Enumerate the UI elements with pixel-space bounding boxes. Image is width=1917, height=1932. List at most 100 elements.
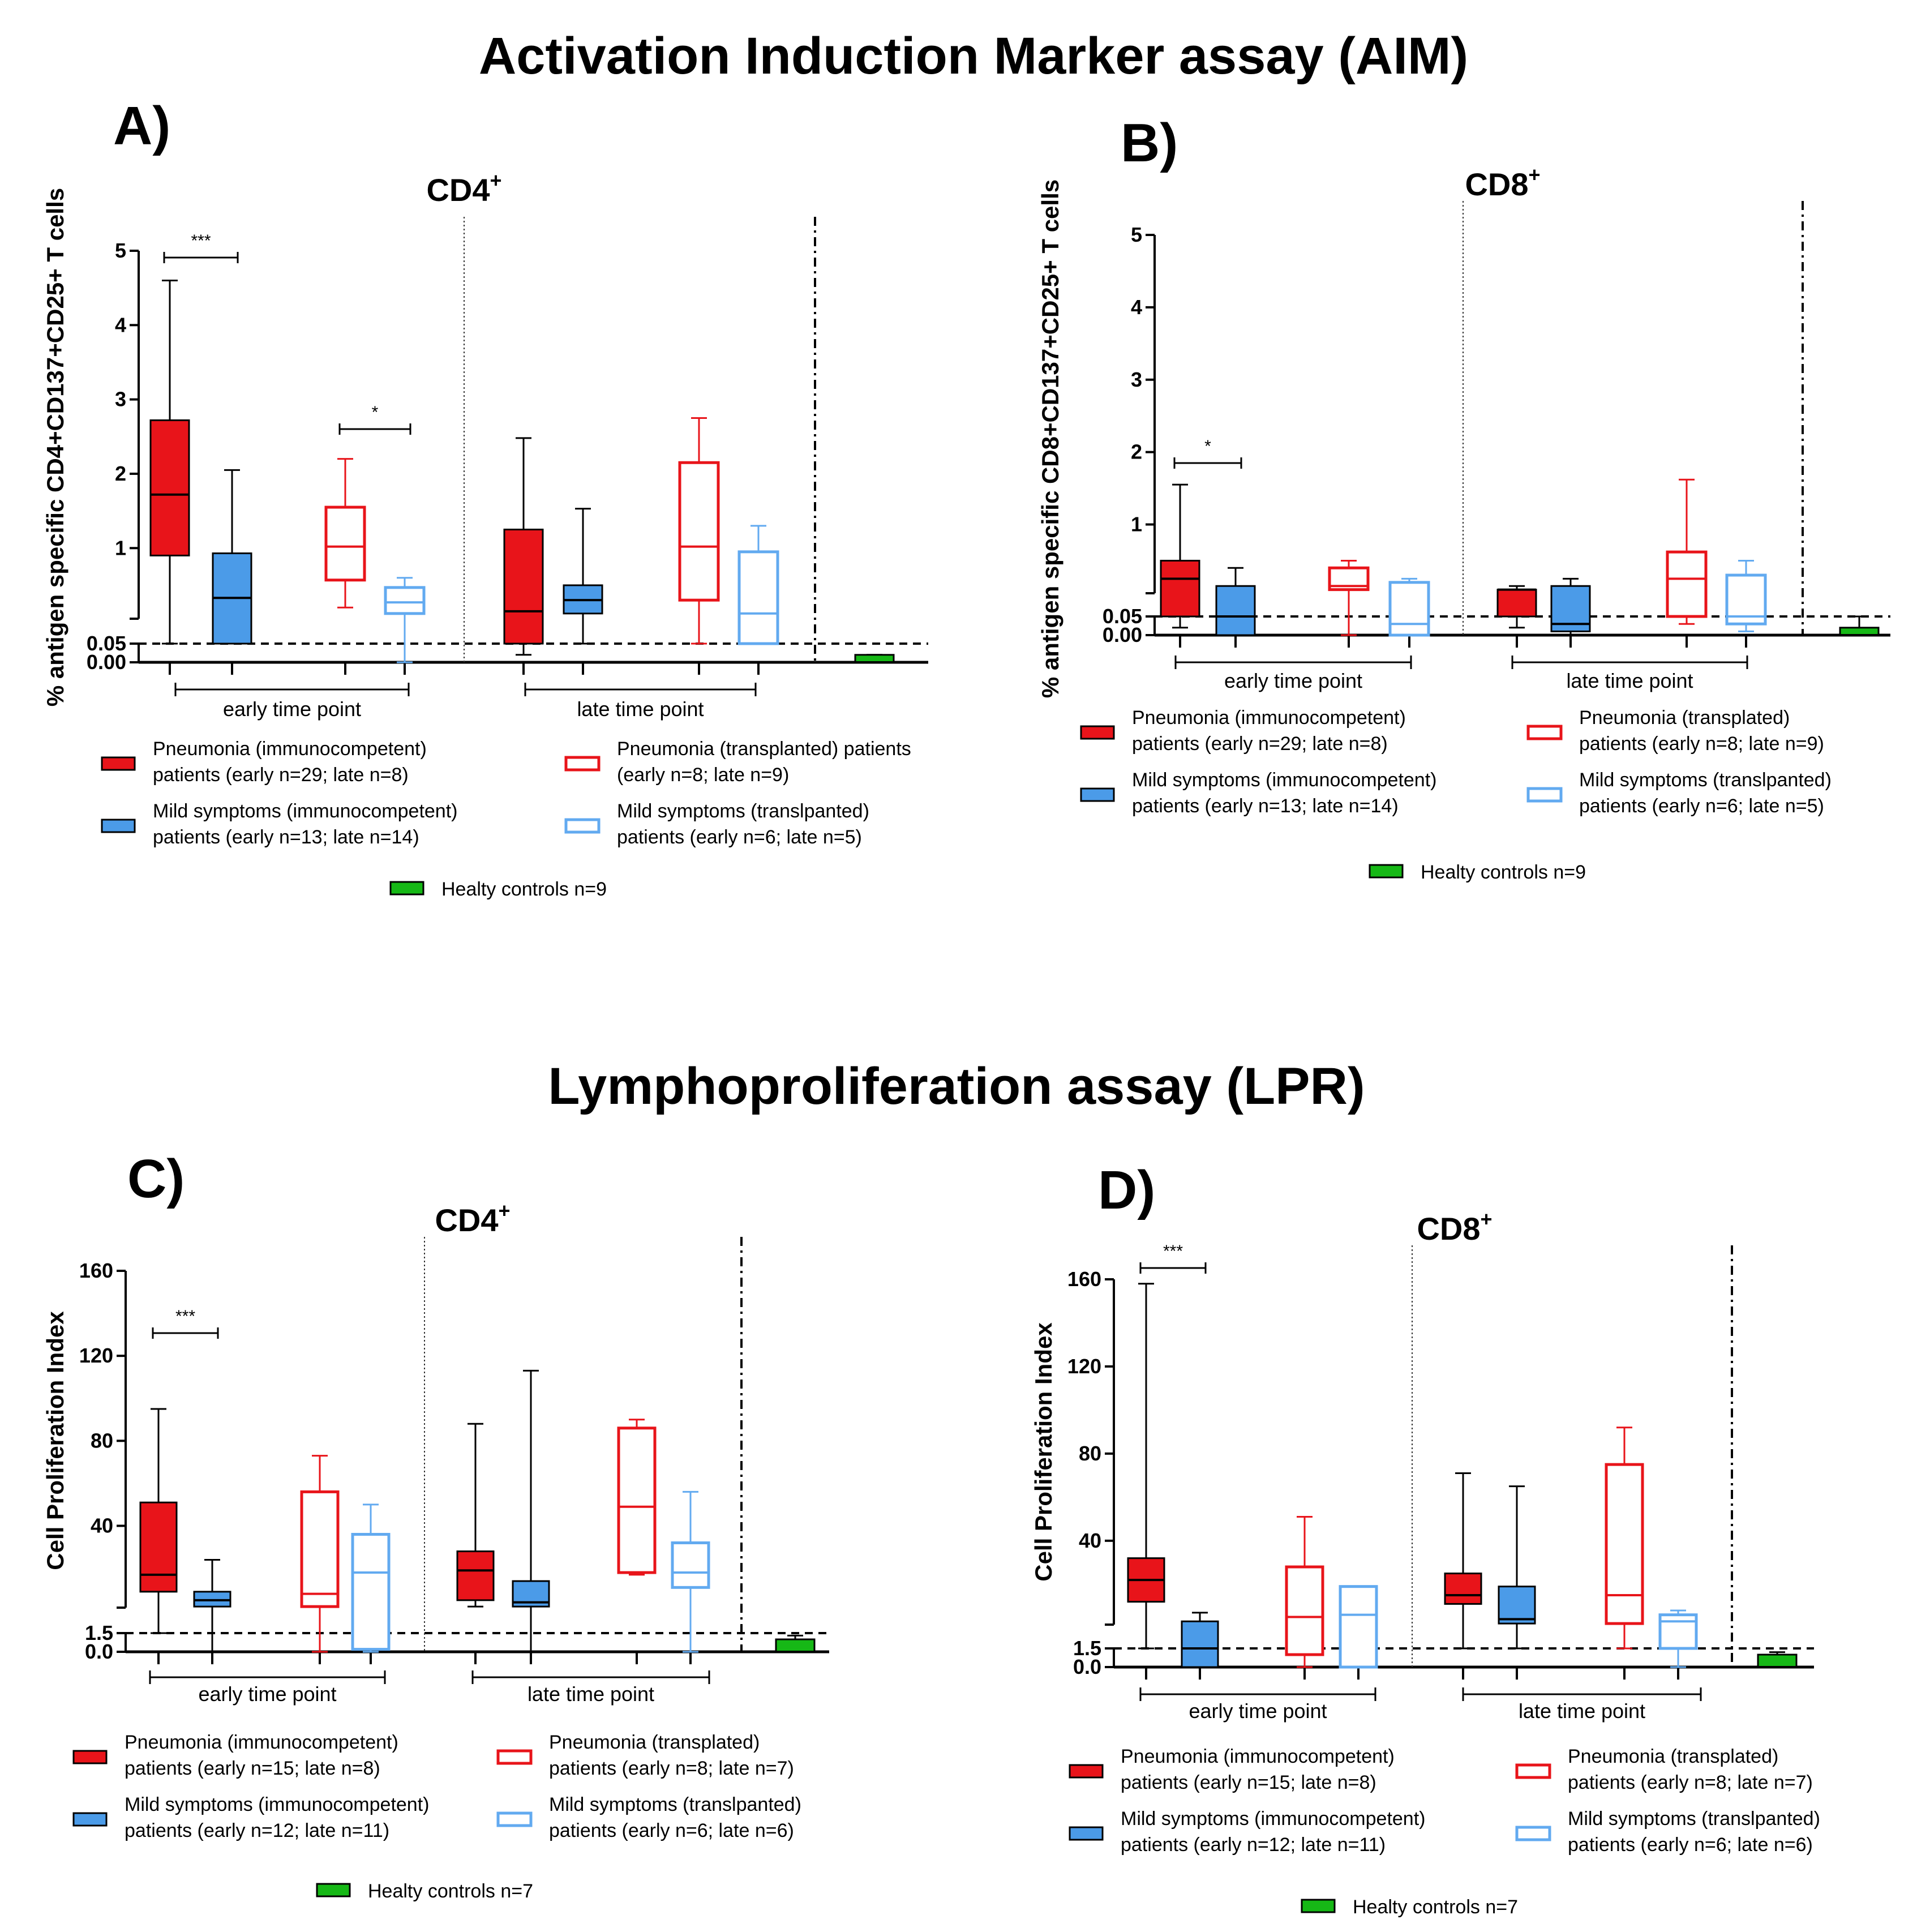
group-bracket-early-time-point: early time point	[1139, 1687, 1376, 1723]
y-tick-label: 0.05	[87, 632, 126, 655]
legend-swatch	[1080, 725, 1115, 740]
box-iqr	[503, 528, 544, 645]
box-early-time-point-mild-symptoms-transplanted	[351, 1503, 391, 1653]
box-early-time-point-pneumonia-immunocompetent	[149, 280, 190, 645]
legend-label-line2: patients (early n=12; late n=11)	[1121, 1834, 1386, 1856]
legend-swatch	[1515, 1763, 1551, 1779]
group-label: early time point	[1224, 669, 1362, 692]
legend-item-pneumonia_transplanted: Pneumonia (transplated) patients (early n…	[1515, 1746, 1813, 1793]
legend-item-mild_immunocompetent: Mild symptoms (immunocompetent) patients …	[72, 1794, 429, 1841]
box-late-time-point-mild-symptoms-immunocompetent	[563, 508, 603, 645]
legend-label: Healty controls n=7	[1353, 1896, 1518, 1918]
legend-label-line2: patients (early n=13; late n=14)	[153, 826, 419, 848]
y-tick-label: 0.00	[1103, 623, 1142, 646]
legend-item-healthy: Healty controls n=9	[1369, 862, 1586, 883]
legend-item-mild_transplanted: Mild symptoms (translpanted) patients (ea…	[1515, 1808, 1820, 1856]
y-tick-label: 3	[1131, 368, 1142, 391]
panel-title: CD4+	[426, 169, 501, 208]
legend-label: Healty controls n=9	[441, 879, 607, 900]
y-tick-label: 0.0	[1073, 1655, 1101, 1678]
legend-label-line1: Mild symptoms (translpanted)	[1568, 1808, 1820, 1830]
legend-label-line1: Mild symptoms (translpanted)	[549, 1794, 801, 1815]
box-late-time-point-pneumonia-immunocompetent	[456, 1423, 495, 1608]
box-late-time-point-mild-symptoms-transplanted	[1725, 559, 1767, 632]
box-iqr	[617, 1426, 657, 1574]
y-axis-title: Cell Proliferation Index	[42, 1311, 68, 1570]
legend-item-pneumonia_transplanted: Pneumonia (transplated) patients (early n…	[1526, 707, 1824, 755]
y-tick-label: 1.5	[1073, 1637, 1101, 1660]
box-iqr	[1444, 1573, 1482, 1605]
box-early-time-point-pneumonia-immunocompetent	[139, 1408, 178, 1634]
box-iqr	[300, 1490, 340, 1608]
legend-swatch	[101, 756, 136, 771]
legend-swatch	[1515, 1826, 1551, 1841]
y-tick-label: 2	[115, 462, 126, 485]
box-iqr	[1605, 1463, 1644, 1625]
y-tick-label: 4	[115, 313, 126, 336]
legend-item-mild_immunocompetent: Mild symptoms (immunocompetent) patients …	[1080, 769, 1436, 817]
box-late-time-point-mild-symptoms-transplanted	[737, 525, 779, 645]
legend-label: Healty controls n=9	[1421, 862, 1586, 883]
box-early-time-point-pneumonia-immunocompetent	[1127, 1283, 1165, 1650]
significance-bracket: *	[1173, 437, 1242, 469]
legend-label: Healty controls n=7	[368, 1880, 533, 1902]
legend-label-line2: patients (early n=8; late n=7)	[1568, 1772, 1813, 1793]
legend-label-line2: patients (early n=29; late n=8)	[153, 764, 409, 786]
legend-label-line1: Mild symptoms (immunocompetent)	[125, 1794, 429, 1815]
box-early-time-point-mild-symptoms-immunocompetent	[1181, 1612, 1219, 1668]
y-axis-title: % antigen specific CD4+CD137+CD25+ T cel…	[42, 188, 68, 706]
box-iqr	[1388, 581, 1430, 637]
significance-bracket: *	[338, 403, 411, 435]
panel-c: C) CD4+ Cell Proliferation Index 160 120 80 40…	[42, 1149, 829, 1902]
group-label: early time point	[223, 697, 361, 721]
legend-swatch	[564, 756, 601, 772]
y-tick-label: 2	[1131, 440, 1142, 464]
lpr-section-title: Lymphoproliferation assay (LPR)	[548, 1057, 1365, 1115]
legend-label-line2: patients (early n=6; late n=6)	[549, 1820, 794, 1841]
box-iqr	[737, 550, 779, 645]
group-label: early time point	[198, 1682, 336, 1706]
y-tick-label: 80	[91, 1429, 113, 1452]
legend-label-line1: Mild symptoms (translpanted)	[1579, 769, 1832, 791]
box-iqr	[384, 586, 426, 615]
box-iqr	[1666, 550, 1708, 618]
significance-label: ***	[191, 232, 211, 250]
y-axis-title: Cell Proliferation Index	[1030, 1322, 1057, 1582]
legend-item-healthy: Healty controls n=7	[1301, 1896, 1518, 1918]
legend-item-mild_immunocompetent: Mild symptoms (immunocompetent) patients …	[1069, 1808, 1425, 1856]
y-tick-label: 120	[79, 1344, 113, 1367]
panel-title-superscript: +	[490, 169, 502, 192]
box-iqr	[1498, 1586, 1536, 1625]
panel-title-superscript: +	[499, 1199, 511, 1222]
y-tick-label: 160	[1067, 1267, 1101, 1291]
box-iqr	[775, 1638, 816, 1653]
legend-label-line2: patients (early n=6; late n=6)	[1568, 1834, 1813, 1856]
box-iqr	[139, 1501, 178, 1593]
legend-label-line1: Mild symptoms (immunocompetent)	[153, 800, 457, 822]
legend-swatch	[496, 1811, 533, 1827]
legend-label-line1: Pneumonia (immunocompetent)	[1121, 1746, 1395, 1767]
significance-bracket: ***	[163, 232, 239, 263]
legend-item-healthy: Healty controls n=7	[316, 1880, 533, 1902]
box-iqr	[671, 1541, 710, 1589]
y-tick-label: 1	[115, 536, 126, 559]
legend-label-line2: patients (early n=15; late n=8)	[1121, 1772, 1376, 1793]
box-late-time-point-pneumonia-immunocompetent	[1444, 1472, 1482, 1650]
y-tick-label: 1.5	[85, 1621, 113, 1644]
box-iqr	[1181, 1620, 1219, 1668]
legend-label-line1: Mild symptoms (immunocompetent)	[1121, 1808, 1425, 1830]
group-label: late time point	[528, 1682, 654, 1706]
panel-title-superscript: +	[1481, 1207, 1493, 1231]
legend-label-line2: (early n=8; late n=9)	[617, 764, 789, 786]
box-controls-healty-controls	[1839, 615, 1880, 636]
legend-swatch	[564, 818, 601, 834]
aim-section-title: Activation Induction Marker assay (AIM)	[479, 27, 1468, 85]
significance-bracket: ***	[1139, 1242, 1207, 1274]
legend-swatch	[1069, 1764, 1104, 1779]
box-early-time-point-mild-symptoms-immunocompetent	[193, 1559, 231, 1653]
panel-title-superscript: +	[1529, 163, 1541, 186]
box-early-time-point-pneumonia-transplanted	[1328, 559, 1370, 636]
box-late-time-point-mild-symptoms-immunocompetent	[512, 1369, 550, 1653]
box-iqr	[1285, 1565, 1324, 1656]
y-tick-label: 0.0	[85, 1640, 113, 1663]
